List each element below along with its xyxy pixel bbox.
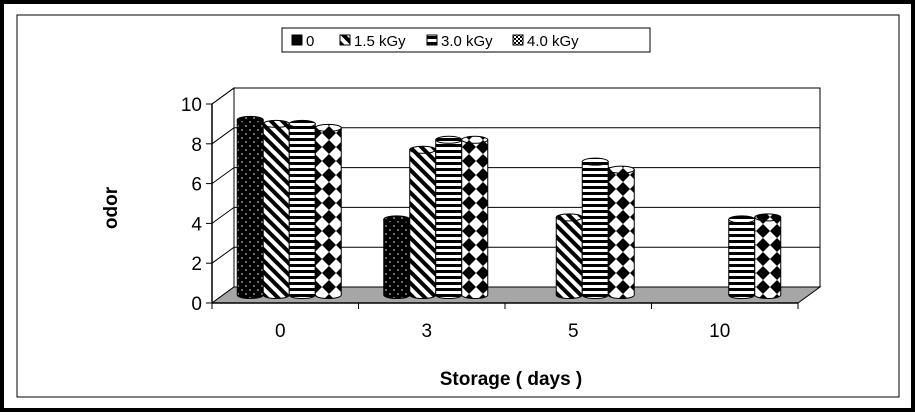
y-tick-label: 0 <box>191 294 202 315</box>
side-wall <box>211 87 235 304</box>
x-tick-label: 10 <box>709 321 730 342</box>
x-tick-labels: 0 3 5 10 <box>275 321 730 342</box>
gridline-side <box>211 206 235 224</box>
bar-body <box>728 218 756 299</box>
legend-swatch <box>512 34 524 46</box>
y-tick-label: 4 <box>191 214 202 235</box>
bar <box>581 157 609 299</box>
bar-top <box>262 119 290 128</box>
bar <box>288 119 316 299</box>
bar-body <box>607 169 635 299</box>
bar-top <box>314 123 342 132</box>
bar-body <box>262 123 290 299</box>
legend-label: 3.0 kGy <box>441 33 493 50</box>
bar <box>607 165 635 299</box>
bar <box>236 115 264 299</box>
bar-top <box>409 145 437 154</box>
bar-body <box>288 123 316 299</box>
bar-body <box>754 216 782 299</box>
bar-body <box>555 216 583 299</box>
legend-swatch <box>426 34 438 46</box>
bar <box>461 135 489 299</box>
legend-label: 0 <box>306 33 314 50</box>
legend-swatch <box>339 34 351 46</box>
x-tick-label: 5 <box>568 321 579 342</box>
bar-top <box>555 213 583 222</box>
bar <box>409 145 437 299</box>
bar-body <box>236 119 264 299</box>
legend-label: 4.0 kGy <box>527 33 579 50</box>
bar <box>314 123 342 299</box>
axes-group <box>206 103 799 309</box>
bar-top <box>754 213 782 222</box>
legend-label: 1.5 kGy <box>354 33 406 50</box>
bar-top <box>461 135 489 144</box>
gridline-side <box>211 246 235 264</box>
y-tick-label: 10 <box>181 95 202 116</box>
bar <box>728 215 756 299</box>
y-axis-label: odor <box>101 186 122 229</box>
x-tick-label: 0 <box>275 321 286 342</box>
gridline-side <box>211 167 235 185</box>
legend-swatch <box>291 34 303 46</box>
y-tick-label: 6 <box>191 175 202 196</box>
bar-body <box>409 149 437 299</box>
bar <box>555 213 583 299</box>
x-tick-label: 3 <box>421 321 432 342</box>
bar-body <box>581 161 609 299</box>
gridline-side <box>211 127 235 145</box>
bars-group <box>236 115 782 299</box>
inner-frame <box>16 14 900 398</box>
bar <box>383 215 411 299</box>
bar-body <box>461 139 489 299</box>
bar <box>262 119 290 299</box>
bar-top <box>435 135 463 144</box>
bar <box>435 135 463 299</box>
y-tick-label: 8 <box>191 135 202 156</box>
x-axis-label: Storage ( days ) <box>440 369 583 390</box>
legend: 0 1.5 kGy 3.0 kGy 4.0 kGy <box>281 27 651 53</box>
bar-top <box>288 119 316 128</box>
bar-top <box>383 215 411 224</box>
bar-top <box>607 165 635 174</box>
y-tick-labels: 0 2 4 6 8 10 <box>181 95 203 315</box>
bar-top <box>236 115 264 124</box>
bar-top <box>728 215 756 224</box>
bar-body <box>435 139 463 299</box>
bar-body <box>314 127 342 299</box>
bar-body <box>383 218 411 299</box>
bar-top <box>581 157 609 166</box>
bar <box>754 213 782 299</box>
gridline-side <box>211 87 235 105</box>
y-tick-label: 2 <box>191 254 202 275</box>
